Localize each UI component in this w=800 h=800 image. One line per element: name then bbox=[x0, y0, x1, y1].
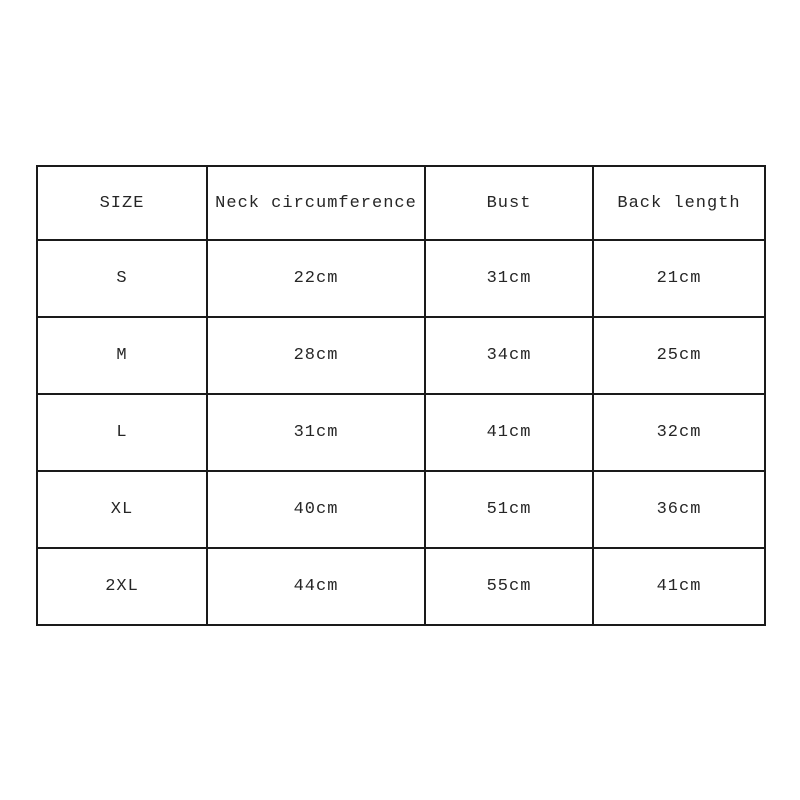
cell-neck: 40cm bbox=[206, 470, 426, 549]
cell-back: 32cm bbox=[592, 393, 766, 472]
header-cell-size: SIZE bbox=[36, 165, 208, 241]
cell-neck: 31cm bbox=[206, 393, 426, 472]
header-cell-back: Back length bbox=[592, 165, 766, 241]
cell-neck: 28cm bbox=[206, 316, 426, 395]
size-chart-table: SIZE Neck circumference Bust Back length… bbox=[36, 165, 766, 626]
header-cell-neck: Neck circumference bbox=[206, 165, 426, 241]
cell-bust: 51cm bbox=[424, 470, 594, 549]
cell-back: 25cm bbox=[592, 316, 766, 395]
table-row: XL 40cm 51cm 36cm bbox=[36, 470, 766, 549]
cell-back: 36cm bbox=[592, 470, 766, 549]
cell-back: 41cm bbox=[592, 547, 766, 626]
table-row: L 31cm 41cm 32cm bbox=[36, 393, 766, 472]
table-row: M 28cm 34cm 25cm bbox=[36, 316, 766, 395]
cell-bust: 31cm bbox=[424, 239, 594, 318]
size-chart-header: SIZE Neck circumference Bust Back length bbox=[36, 165, 766, 241]
cell-size: S bbox=[36, 239, 208, 318]
header-cell-bust: Bust bbox=[424, 165, 594, 241]
cell-size: 2XL bbox=[36, 547, 208, 626]
cell-size: L bbox=[36, 393, 208, 472]
cell-back: 21cm bbox=[592, 239, 766, 318]
size-chart-body: S 22cm 31cm 21cm M 28cm 34cm 25cm L 31cm… bbox=[36, 239, 766, 626]
cell-neck: 44cm bbox=[206, 547, 426, 626]
cell-bust: 34cm bbox=[424, 316, 594, 395]
cell-size: M bbox=[36, 316, 208, 395]
cell-bust: 55cm bbox=[424, 547, 594, 626]
cell-size: XL bbox=[36, 470, 208, 549]
table-row: S 22cm 31cm 21cm bbox=[36, 239, 766, 318]
cell-bust: 41cm bbox=[424, 393, 594, 472]
table-row: 2XL 44cm 55cm 41cm bbox=[36, 547, 766, 626]
header-row: SIZE Neck circumference Bust Back length bbox=[36, 165, 766, 241]
cell-neck: 22cm bbox=[206, 239, 426, 318]
